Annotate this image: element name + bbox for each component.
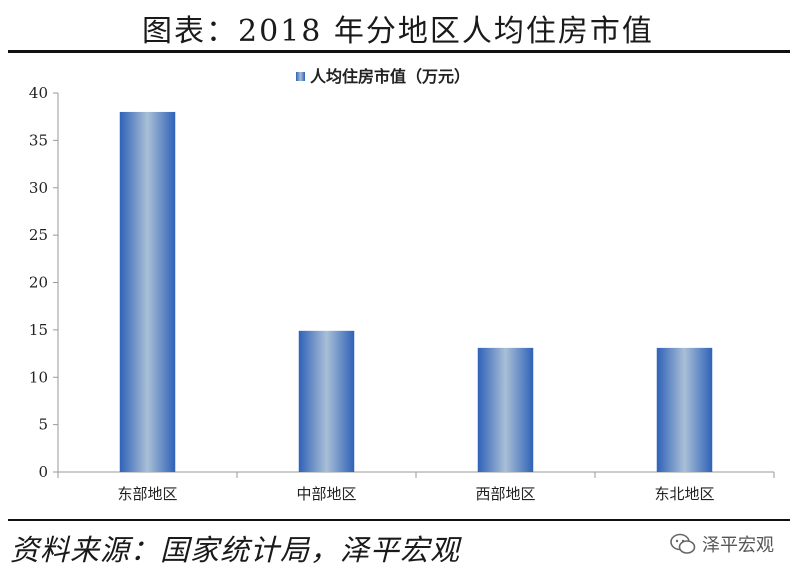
source-note: 资料来源：国家统计局，泽平宏观 bbox=[10, 533, 461, 567]
y-tick-label: 25 bbox=[29, 226, 48, 244]
x-category-label: 东北地区 bbox=[654, 485, 714, 503]
y-tick-label: 30 bbox=[29, 179, 48, 197]
y-tick-label: 5 bbox=[38, 416, 48, 434]
x-category-label: 西部地区 bbox=[475, 485, 535, 503]
y-tick-label: 15 bbox=[29, 321, 48, 339]
page-title: 图表：2018 年分地区人均住房市值 bbox=[142, 14, 654, 49]
y-tick-label: 35 bbox=[29, 131, 48, 149]
bar bbox=[656, 347, 713, 472]
y-axis: 0 5 10 15 20 25 30 35 40 bbox=[29, 84, 59, 481]
legend-label: 人均住房市值（万元） bbox=[310, 67, 470, 86]
y-tick-label: 10 bbox=[29, 368, 48, 386]
bars bbox=[119, 111, 713, 472]
x-category-label: 中部地区 bbox=[296, 485, 356, 503]
wechat-icon bbox=[670, 533, 696, 554]
y-tick-label: 20 bbox=[29, 274, 48, 292]
x-category-label: 东部地区 bbox=[117, 485, 177, 503]
y-tick-label: 0 bbox=[38, 463, 48, 481]
watermark: 泽平宏观 bbox=[670, 531, 774, 557]
bar bbox=[298, 330, 355, 472]
y-tick-label: 40 bbox=[29, 84, 48, 102]
bottom-rule bbox=[8, 519, 790, 521]
legend-swatch bbox=[296, 72, 305, 81]
bar bbox=[477, 347, 534, 472]
top-rule bbox=[8, 50, 790, 53]
bar bbox=[119, 111, 176, 472]
x-axis: 东部地区 中部地区 西部地区 东北地区 bbox=[57, 471, 775, 503]
bar-chart: 人均住房市值（万元） 0 5 10 15 20 25 30 35 40 东部地区 中部地区 西部地区… bbox=[29, 67, 775, 503]
watermark-label: 泽平宏观 bbox=[702, 535, 774, 556]
chart-legend: 人均住房市值（万元） bbox=[296, 67, 470, 86]
